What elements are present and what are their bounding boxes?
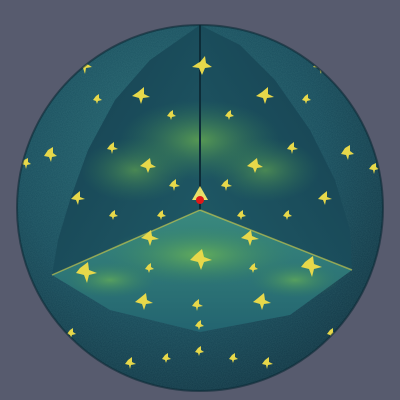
center-beam-marker (196, 196, 204, 204)
